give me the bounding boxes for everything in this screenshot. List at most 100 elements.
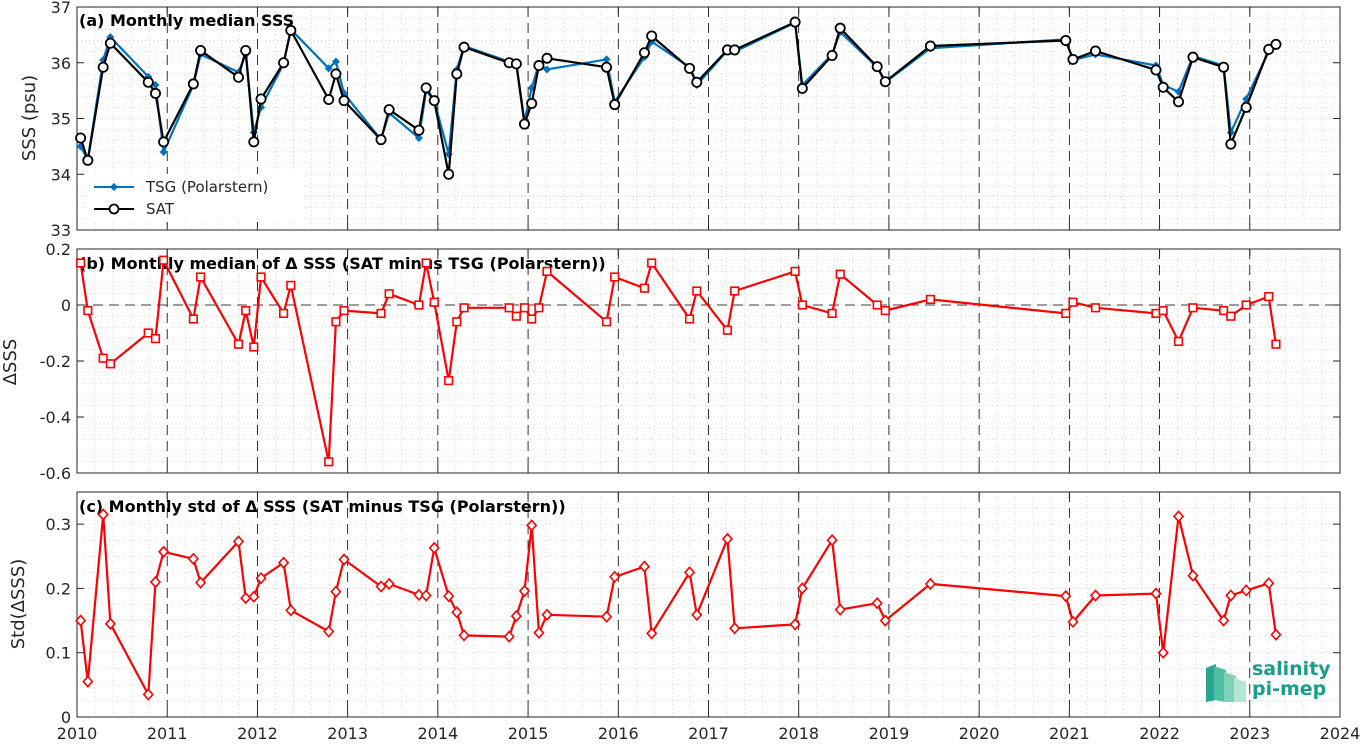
data-point: [790, 266, 800, 277]
logo-line1: salinity: [1252, 658, 1331, 680]
data-point: [384, 289, 394, 299]
data-point: [600, 610, 613, 623]
data-point: [527, 314, 537, 324]
panel-b-delta-sss: (b) Monthly median of Δ SSS (SAT minus T…: [0, 240, 1341, 483]
data-point: [518, 118, 530, 130]
data-point: [541, 608, 553, 621]
data-point: [835, 269, 845, 279]
data-point: [826, 534, 838, 547]
data-point: [195, 272, 206, 282]
data-point: [149, 575, 162, 589]
data-point: [1226, 311, 1236, 321]
data-point: [510, 609, 522, 623]
y-tick-label: 37: [51, 0, 71, 17]
panel-c-title: (c) Monthly std of Δ SSS (SAT minus TSG …: [79, 497, 566, 516]
x-tick-label: 2023: [1229, 724, 1270, 743]
logo-line2: pi-mep: [1252, 678, 1327, 700]
data-point: [543, 65, 552, 74]
data-point: [721, 532, 734, 546]
data-point: [324, 64, 333, 73]
data-point: [323, 625, 335, 638]
data-point: [97, 508, 109, 521]
x-tick-label: 2022: [1139, 724, 1180, 743]
data-point: [1225, 589, 1237, 602]
y-tick-label: 0: [61, 708, 71, 727]
y-tick-label: 0.2: [46, 240, 71, 259]
legend-tsg-marker: [110, 183, 118, 191]
data-point: [1218, 61, 1230, 73]
legend-box: [86, 174, 302, 222]
data-point: [285, 24, 297, 36]
data-point: [142, 688, 154, 701]
data-point: [248, 136, 260, 148]
data-point: [1067, 615, 1079, 629]
data-point: [1263, 43, 1275, 55]
data-point: [97, 61, 109, 73]
data-point: [601, 317, 612, 327]
data-point: [1173, 96, 1185, 108]
data-point: [82, 675, 94, 688]
data-point: [1270, 628, 1282, 641]
x-tick-label: 2014: [417, 724, 458, 743]
data-point: [1158, 305, 1168, 316]
data-point: [526, 519, 538, 532]
data-point: [691, 608, 703, 621]
data-point: [331, 317, 341, 327]
data-point: [1060, 34, 1072, 46]
data-point: [504, 303, 514, 313]
data-point: [789, 618, 801, 631]
data-point: [797, 300, 807, 310]
data-point: [188, 314, 198, 324]
panel-a-title: (a) Monthly median SSS: [79, 11, 294, 30]
data-point: [330, 585, 342, 598]
data-point: [1187, 569, 1199, 582]
data-point: [413, 588, 425, 602]
data-point: [1225, 138, 1237, 150]
data-point: [233, 339, 244, 349]
panel-c-std-delta-sss: (c) Monthly std of Δ SSS (SAT minus TSG …: [8, 491, 1360, 743]
data-point: [1157, 646, 1169, 659]
x-tick-label: 2021: [1049, 724, 1090, 743]
panel-b-ylabel: ΔSSS: [0, 339, 21, 386]
data-point: [872, 300, 882, 310]
data-point: [796, 82, 808, 94]
data-point: [638, 47, 650, 59]
data-point: [83, 305, 93, 316]
data-point: [602, 55, 611, 64]
data-point: [683, 566, 696, 579]
data-point: [503, 630, 515, 643]
y-tick-label: -0.4: [40, 408, 71, 427]
data-point: [646, 30, 658, 42]
x-tick-label: 2010: [57, 724, 98, 743]
data-point: [459, 303, 469, 313]
x-tick-label: 2018: [778, 724, 819, 743]
data-point: [722, 325, 733, 335]
data-point: [1263, 577, 1275, 590]
salinity-pi-mep-logo: salinity pi-mep: [1202, 656, 1332, 706]
data-point: [639, 283, 650, 293]
data-point: [458, 41, 470, 53]
data-point: [1090, 45, 1102, 57]
data-point: [375, 580, 387, 593]
data-point: [232, 71, 244, 83]
data-point: [232, 535, 245, 548]
data-point: [1270, 38, 1282, 50]
data-point: [444, 375, 454, 386]
data-point: [375, 134, 387, 146]
data-point: [105, 359, 115, 369]
data-point: [330, 68, 342, 80]
data-point: [925, 294, 936, 305]
data-point: [383, 104, 395, 116]
data-point: [240, 44, 252, 56]
x-tick-label: 2011: [147, 724, 188, 743]
data-point: [451, 68, 463, 80]
data-point: [1172, 510, 1185, 523]
y-tick-label: 36: [51, 54, 71, 73]
y-tick-label: 0.3: [46, 515, 71, 534]
data-point: [256, 272, 266, 282]
data-point: [195, 44, 207, 56]
data-point: [429, 297, 439, 307]
data-point: [609, 570, 621, 584]
y-tick-label: 0.1: [46, 644, 71, 663]
data-point: [730, 286, 740, 296]
